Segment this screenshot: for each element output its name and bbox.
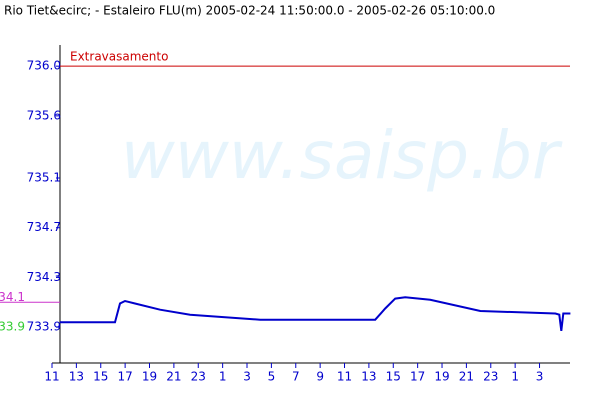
x-tick-label: 21 [459, 370, 474, 384]
x-tick-label: 11 [44, 370, 59, 384]
chart-title: Rio Tiet&ecirc; - Estaleiro FLU(m) 2005-… [4, 4, 495, 18]
x-tick-label: 19 [142, 370, 157, 384]
reference-label: Extravasamento [70, 50, 168, 64]
y-tick-label: 734.3 [27, 270, 61, 284]
x-tick-label: 7 [292, 370, 300, 384]
x-tick-label: 9 [316, 370, 324, 384]
x-tick-label: 15 [386, 370, 401, 384]
y-tick-label: 736.0 [27, 59, 61, 73]
x-tick-label: 11 [337, 370, 352, 384]
x-tick-label: 3 [243, 370, 251, 384]
y-tick-label: 735.6 [27, 108, 61, 122]
x-tick-label: 23 [191, 370, 206, 384]
series-line [60, 296, 571, 332]
y-tick-label: 734.7 [27, 220, 61, 234]
watermark: www.saisp.br [121, 117, 563, 194]
reference-label: 733.9 [0, 320, 25, 334]
x-tick-label: 23 [483, 370, 498, 384]
x-tick-label: 13 [361, 370, 376, 384]
reference-label: 734.1 [0, 290, 25, 304]
x-tick-label: 3 [536, 370, 544, 384]
y-tick-label: 735.1 [27, 171, 61, 185]
x-tick-label: 17 [410, 370, 425, 384]
x-tick-label: 1 [511, 370, 519, 384]
x-tick-label: 5 [268, 370, 276, 384]
x-tick-label: 15 [93, 370, 108, 384]
y-tick-label: 733.9 [27, 320, 61, 334]
x-tick-label: 17 [117, 370, 132, 384]
x-tick-label: 13 [69, 370, 84, 384]
x-tick-label: 19 [434, 370, 449, 384]
x-tick-label: 21 [166, 370, 181, 384]
x-tick-label: 1 [219, 370, 227, 384]
